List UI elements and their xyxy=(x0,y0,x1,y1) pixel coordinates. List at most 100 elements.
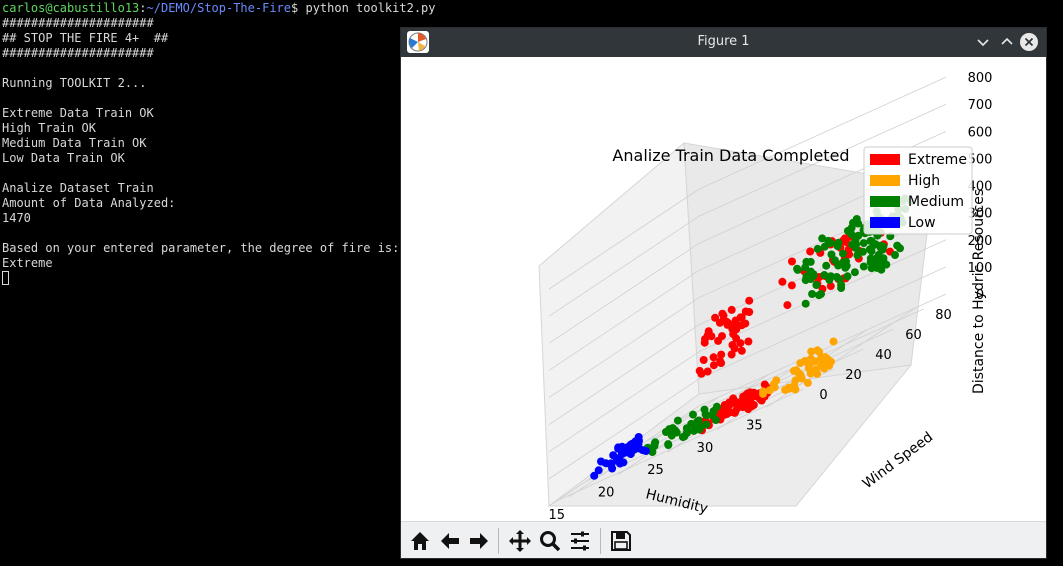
grid-line xyxy=(698,266,947,380)
terminal-output-line: ##################### xyxy=(2,16,154,30)
legend-label-high: High xyxy=(908,173,940,189)
data-point-medium xyxy=(880,259,889,268)
chart-title: Analize Train Data Completed xyxy=(612,146,849,165)
z-tick-label: 700 xyxy=(968,98,993,113)
app-icon xyxy=(407,31,429,53)
data-point-extreme xyxy=(731,320,740,329)
figure-canvas[interactable]: 15 20 25 30 35 0 20 40 60 80 0 100 200 300 400 500 600 70… xyxy=(401,57,1046,521)
data-point-high xyxy=(817,353,826,362)
prompt-user: carlos@cabustillo13 xyxy=(2,1,140,15)
close-button[interactable] xyxy=(1019,32,1039,52)
forward-button[interactable] xyxy=(466,528,492,554)
grid-line xyxy=(548,351,700,453)
data-point-extreme xyxy=(717,350,726,359)
zoom-button[interactable] xyxy=(537,528,563,554)
save-button[interactable] xyxy=(608,528,634,554)
data-point-medium xyxy=(709,407,718,416)
back-arrow-icon xyxy=(441,533,459,549)
data-point-medium xyxy=(682,429,691,438)
terminal-output-line: Extreme Data Train OK xyxy=(2,106,154,120)
x-tick-label: 30 xyxy=(697,441,714,456)
data-point-extreme xyxy=(699,356,708,364)
window-titlebar[interactable]: Figure 1 xyxy=(401,28,1046,57)
grid-line xyxy=(548,378,700,480)
legend-swatch-medium xyxy=(870,196,900,207)
data-point-high xyxy=(769,382,778,391)
data-point-medium xyxy=(820,242,829,251)
z-tick-label: 600 xyxy=(968,125,993,140)
data-point-low xyxy=(590,471,599,480)
data-point-extreme xyxy=(717,359,726,368)
data-point-high xyxy=(796,359,805,368)
grid-line xyxy=(556,388,804,502)
data-point-high xyxy=(804,359,813,367)
data-point-medium xyxy=(693,424,702,433)
legend-swatch-extreme xyxy=(870,154,900,165)
data-point-extreme xyxy=(732,334,741,343)
x-tick-label: 35 xyxy=(746,418,763,433)
terminal-output-line: ##################### xyxy=(2,46,154,60)
x-tick-label: 25 xyxy=(647,463,664,478)
configure-subplots-button[interactable] xyxy=(567,528,593,554)
terminal-output-line: High Train OK xyxy=(2,121,96,135)
data-point-high xyxy=(794,369,803,377)
data-point-medium xyxy=(822,261,831,270)
y-tick-label: 60 xyxy=(905,328,922,343)
data-point-low xyxy=(624,448,633,457)
data-point-low xyxy=(594,466,603,475)
data-point-medium xyxy=(843,272,852,281)
data-point-medium xyxy=(702,420,711,429)
pan-icon xyxy=(509,530,531,552)
minimize-button[interactable] xyxy=(973,32,993,52)
data-point-extreme xyxy=(737,313,746,322)
data-point-extreme xyxy=(750,392,759,401)
data-point-medium xyxy=(825,275,834,284)
home-button[interactable] xyxy=(407,528,433,554)
zoom-icon xyxy=(540,531,561,552)
data-point-medium xyxy=(812,281,821,289)
grid-line xyxy=(548,243,700,344)
data-point-extreme xyxy=(826,282,835,291)
data-point-medium xyxy=(835,275,844,284)
data-point-medium xyxy=(818,234,827,243)
y-tick-label: 80 xyxy=(935,308,952,323)
figure-window[interactable]: Figure 1 15 20 25 30 35 0 20 40 60 80 0 100 200 300 40… xyxy=(400,27,1047,559)
pan-button[interactable] xyxy=(507,528,533,554)
data-point-medium xyxy=(665,425,674,434)
forward-arrow-icon xyxy=(470,533,488,549)
data-point-medium xyxy=(808,290,817,298)
z-axis-label: Distance to Hydric Resources xyxy=(971,189,987,394)
y-tick-label: 0 xyxy=(819,388,827,403)
data-point-extreme xyxy=(703,331,712,340)
terminal-cursor xyxy=(2,271,9,285)
legend-swatch-low xyxy=(870,217,900,228)
data-point-extreme xyxy=(711,313,720,322)
close-icon xyxy=(1020,33,1038,51)
data-point-high xyxy=(813,369,822,378)
data-point-medium xyxy=(859,262,868,271)
terminal-output-line: Amount of Data Analyzed: xyxy=(2,196,176,210)
data-point-extreme xyxy=(700,338,709,347)
back-button[interactable] xyxy=(437,528,463,554)
z-tick-label: 300 xyxy=(968,207,993,222)
data-point-medium xyxy=(877,241,886,250)
data-point-extreme xyxy=(743,403,752,411)
data-point-medium xyxy=(650,442,659,451)
data-point-medium xyxy=(802,272,811,281)
data-point-medium xyxy=(838,259,847,267)
legend-label-low: Low xyxy=(908,215,936,231)
data-point-extreme xyxy=(730,344,739,353)
chevron-up-icon xyxy=(1001,37,1013,45)
data-point-extreme xyxy=(744,337,753,346)
terminal-cursor-line xyxy=(2,271,1061,286)
home-icon xyxy=(411,532,429,550)
data-point-extreme xyxy=(697,369,706,378)
maximize-button[interactable] xyxy=(997,32,1017,52)
data-point-medium xyxy=(833,242,842,251)
data-point-extreme xyxy=(734,401,742,410)
data-point-extreme xyxy=(718,409,727,418)
data-point-medium xyxy=(853,251,862,260)
data-point-high xyxy=(807,347,816,356)
legend: Extreme High Medium Low xyxy=(863,146,973,235)
floor-pane xyxy=(547,364,913,507)
